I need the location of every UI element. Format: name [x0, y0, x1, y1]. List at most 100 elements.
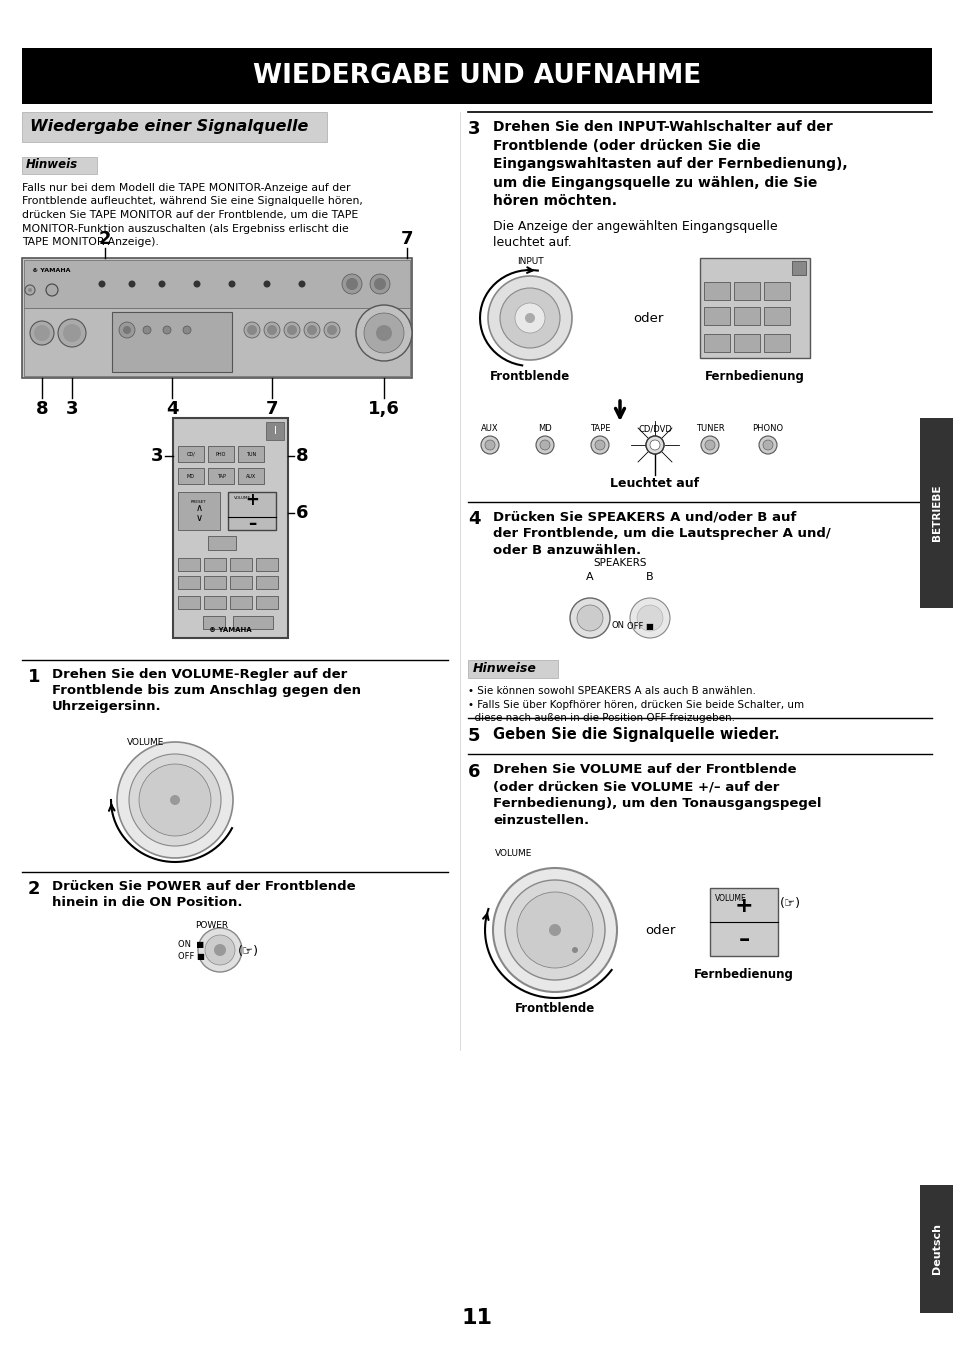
- Circle shape: [284, 322, 299, 338]
- Bar: [703, 334, 729, 352]
- Circle shape: [645, 435, 663, 454]
- Circle shape: [341, 274, 361, 294]
- Text: einzustellen.: einzustellen.: [493, 814, 589, 828]
- Circle shape: [129, 754, 221, 847]
- Circle shape: [517, 892, 593, 968]
- Text: Eingangswahltasten auf der Fernbedienung),: Eingangswahltasten auf der Fernbedienung…: [493, 156, 846, 171]
- Text: TAPE MONITOR-Anzeige).: TAPE MONITOR-Anzeige).: [22, 237, 159, 247]
- Text: MONITOR-Funktion auszuschalten (als Ergebniss erlischt die: MONITOR-Funktion auszuschalten (als Erge…: [22, 224, 349, 233]
- Circle shape: [364, 313, 403, 353]
- Bar: [178, 576, 200, 589]
- Bar: [22, 156, 97, 174]
- Circle shape: [536, 435, 554, 454]
- Bar: [172, 418, 288, 638]
- Bar: [204, 576, 226, 589]
- Circle shape: [374, 278, 386, 290]
- Circle shape: [307, 325, 316, 336]
- Text: TUN: TUN: [246, 452, 255, 457]
- Circle shape: [119, 322, 135, 338]
- Text: CD/DVD: CD/DVD: [638, 425, 671, 433]
- Circle shape: [645, 435, 663, 454]
- Text: 7: 7: [266, 400, 278, 418]
- Circle shape: [98, 280, 106, 287]
- Circle shape: [762, 439, 772, 450]
- Text: Drehen Sie den VOLUME-Regler auf der: Drehen Sie den VOLUME-Regler auf der: [52, 669, 347, 681]
- Text: ∨: ∨: [195, 514, 202, 523]
- Bar: [230, 576, 252, 589]
- Circle shape: [158, 280, 165, 287]
- Text: drücken Sie TAPE MONITOR auf der Frontblende, um die TAPE: drücken Sie TAPE MONITOR auf der Frontbl…: [22, 210, 358, 220]
- Text: Frontblende aufleuchtet, während Sie eine Signalquelle hören,: Frontblende aufleuchtet, während Sie ein…: [22, 197, 362, 206]
- Bar: [733, 334, 760, 352]
- Text: B: B: [645, 572, 653, 582]
- Text: 6: 6: [295, 504, 308, 522]
- Circle shape: [213, 944, 226, 956]
- Circle shape: [304, 322, 319, 338]
- Circle shape: [484, 439, 495, 450]
- Text: 1,6: 1,6: [368, 400, 399, 418]
- Text: 3: 3: [151, 448, 163, 465]
- Text: TUNER: TUNER: [695, 425, 723, 433]
- Text: Drücken Sie SPEAKERS A und/oder B auf: Drücken Sie SPEAKERS A und/oder B auf: [493, 510, 796, 523]
- Text: TAP: TAP: [216, 473, 225, 479]
- Circle shape: [46, 284, 58, 297]
- Text: Frontblende bis zum Anschlag gegen den: Frontblende bis zum Anschlag gegen den: [52, 683, 360, 697]
- Text: PHONO: PHONO: [752, 425, 782, 433]
- Bar: [266, 422, 284, 439]
- Circle shape: [63, 324, 81, 342]
- Circle shape: [143, 326, 151, 334]
- Text: 3: 3: [468, 120, 480, 137]
- Bar: [24, 307, 410, 376]
- Text: INPUT: INPUT: [517, 257, 543, 266]
- Bar: [733, 282, 760, 301]
- Circle shape: [595, 439, 604, 450]
- Circle shape: [163, 326, 171, 334]
- Text: ON: ON: [612, 621, 624, 631]
- Text: • Falls Sie über Kopfhörer hören, drücken Sie beide Schalter, um: • Falls Sie über Kopfhörer hören, drücke…: [468, 700, 803, 710]
- Text: ® YAMAHA: ® YAMAHA: [209, 627, 251, 634]
- Circle shape: [183, 326, 191, 334]
- Text: Fernbedienung: Fernbedienung: [704, 369, 804, 383]
- Text: (☞): (☞): [780, 896, 801, 910]
- Text: Frontblende: Frontblende: [515, 1002, 595, 1015]
- Bar: [230, 596, 252, 609]
- Text: –: –: [738, 930, 749, 950]
- Text: BETRIEBE: BETRIEBE: [931, 485, 941, 542]
- Circle shape: [123, 326, 131, 334]
- Bar: [204, 596, 226, 609]
- Circle shape: [493, 868, 617, 992]
- Text: 8: 8: [295, 448, 309, 465]
- Bar: [255, 596, 277, 609]
- Text: Fernbedienung), um den Tonausgangspegel: Fernbedienung), um den Tonausgangspegel: [493, 797, 821, 810]
- Text: VOLUME: VOLUME: [495, 849, 532, 857]
- Circle shape: [700, 435, 719, 454]
- Text: Drehen Sie den INPUT-Wahlschalter auf der: Drehen Sie den INPUT-Wahlschalter auf de…: [493, 120, 832, 133]
- Text: CD/: CD/: [187, 452, 195, 457]
- Text: Hinweis: Hinweis: [26, 159, 78, 171]
- Text: ON  ■: ON ■: [178, 940, 204, 949]
- Text: 4: 4: [166, 400, 178, 418]
- Bar: [709, 888, 778, 956]
- Text: VOLUME: VOLUME: [127, 737, 164, 747]
- Text: um die Eingangsquelle zu wählen, die Sie: um die Eingangsquelle zu wählen, die Sie: [493, 175, 817, 190]
- Bar: [233, 616, 273, 630]
- Text: PHO: PHO: [215, 452, 226, 457]
- Circle shape: [287, 325, 296, 336]
- Text: der Frontblende, um die Lautsprecher A und/: der Frontblende, um die Lautsprecher A u…: [493, 527, 830, 541]
- Bar: [204, 558, 226, 572]
- Circle shape: [30, 321, 54, 345]
- Text: POWER: POWER: [194, 921, 228, 930]
- Text: 8: 8: [35, 400, 49, 418]
- Text: Hinweise: Hinweise: [473, 662, 537, 675]
- Bar: [255, 576, 277, 589]
- Text: OFF ■: OFF ■: [178, 952, 205, 961]
- Circle shape: [244, 322, 260, 338]
- Circle shape: [649, 439, 659, 450]
- Bar: [763, 282, 789, 301]
- Text: 5: 5: [468, 727, 480, 745]
- Text: WIEDERGABE UND AUFNAHME: WIEDERGABE UND AUFNAHME: [253, 63, 700, 89]
- Text: AUX: AUX: [480, 425, 498, 433]
- Circle shape: [577, 605, 602, 631]
- Circle shape: [198, 927, 242, 972]
- Circle shape: [569, 599, 609, 638]
